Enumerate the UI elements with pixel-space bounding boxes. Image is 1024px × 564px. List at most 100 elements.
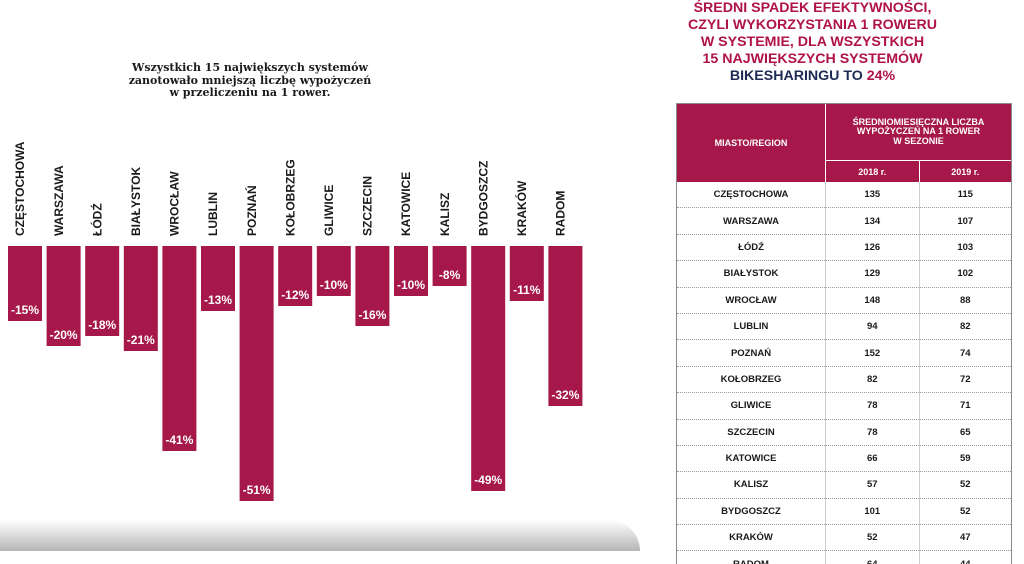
table-cell-2018: 78	[825, 419, 920, 446]
table-cell-city: WROCŁAW	[677, 287, 826, 314]
bar	[162, 246, 197, 451]
bar	[46, 246, 81, 346]
table-row: WROCŁAW 148 88	[677, 287, 1011, 314]
table-cell-city: SZCZECIN	[677, 419, 826, 446]
table-cell-city: ŁÓDŹ	[677, 234, 826, 262]
table-cell-2018: 66	[825, 445, 920, 473]
category-label: BYDGOSZCZ	[476, 161, 490, 236]
table-cell-2019: 59	[918, 445, 1011, 473]
table-cell-city: KRAKÓW	[677, 524, 826, 552]
table-cell-city: KALISZ	[677, 471, 826, 499]
bar	[278, 246, 313, 306]
page-shadow	[0, 520, 640, 551]
heading-text: BIKESHARINGU TO	[729, 68, 863, 84]
table-cell-2018: 148	[825, 287, 920, 314]
table-cell-2018: 94	[825, 313, 920, 341]
bar	[239, 246, 274, 501]
bar	[8, 246, 42, 321]
bar	[355, 246, 390, 326]
table-row: LUBLIN 94 82	[677, 313, 1011, 341]
table-row: KATOWICE 66 59	[677, 445, 1011, 473]
data-label: -21%	[127, 333, 155, 347]
bar	[432, 246, 467, 286]
table-cell-2019: 88	[918, 287, 1011, 314]
table-row: WARSZAWA 134 107	[677, 207, 1011, 235]
table-cell-city: BIAŁYSTOK	[677, 260, 826, 288]
heading-line: ŚREDNI SPADEK EFEKTYWNOŚCI,	[693, 0, 932, 16]
category-label: KATOWICE	[399, 172, 413, 236]
heading-percent: 24%	[866, 68, 896, 84]
data-label: -10%	[397, 278, 425, 292]
table-row: BYDGOSZCZ 101 52	[677, 498, 1011, 526]
data-label: -20%	[50, 328, 78, 342]
category-label: RADOM	[554, 191, 568, 236]
category-label: GLIWICE	[322, 185, 336, 236]
table-cell-2018: 52	[825, 524, 920, 552]
rentals-table: MIASTO/REGION ŚREDNIOMIESIĘCZNA LICZBA W…	[676, 103, 1012, 564]
column-header-region: MIASTO/REGION	[677, 104, 826, 182]
bar	[85, 246, 120, 336]
table-row: BIAŁYSTOK 129 102	[677, 260, 1011, 288]
table-cell-2018: 101	[825, 498, 920, 526]
heading-line: CZYLI WYKORZYSTANIA 1 ROWERU	[687, 17, 938, 33]
category-label: KOŁOBRZEG	[283, 159, 297, 236]
table-cell-2019: 107	[918, 207, 1011, 235]
table-cell-2018: 152	[825, 339, 920, 367]
bar	[471, 246, 506, 491]
table-row: KRAKÓW 52 47	[677, 524, 1011, 552]
table-row: GLIWICE 78 71	[677, 392, 1011, 420]
table-cell-2019: 102	[918, 260, 1011, 288]
table-cell-2019: 103	[918, 234, 1011, 262]
category-label: KRAKÓW	[514, 180, 529, 236]
bar	[316, 246, 351, 296]
data-label: -51%	[243, 483, 271, 497]
data-label: -32%	[551, 388, 579, 402]
category-label: WARSZAWA	[52, 165, 66, 236]
data-label: -8%	[439, 268, 461, 282]
table-cell-city: GLIWICE	[677, 392, 826, 420]
table-cell-2019: 72	[918, 366, 1011, 394]
table-row: KALISZ 57 52	[677, 471, 1011, 499]
table-cell-2019: 115	[918, 182, 1011, 209]
chart-caption: Wszystkich 15 największych systemów zano…	[100, 61, 400, 100]
bar	[394, 246, 428, 296]
column-header-rentals: ŚREDNIOMIESIĘCZNA LICZBA WYPOŻYCZEŃ NA 1…	[825, 104, 1011, 161]
category-label: KALISZ	[438, 193, 452, 236]
table-cell-2018: 57	[825, 471, 920, 499]
category-label: WROCŁAW	[168, 171, 182, 236]
bar-chart: CZĘSTOCHOWA -15% WARSZAWA -20% ŁÓDŹ -18% BIAŁY…	[8, 141, 583, 501]
table-cell-2019: 65	[918, 419, 1011, 446]
column-header-line: W SEZONIE	[893, 135, 944, 146]
table-cell-city: WARSZAWA	[677, 207, 826, 235]
table-cell-2019: 74	[918, 339, 1011, 367]
category-label: ŁÓDŹ	[89, 203, 104, 236]
heading-line: BIKESHARINGU TO 24%	[640, 68, 985, 85]
summary-heading: ŚREDNI SPADEK EFEKTYWNOŚCI, CZYLI WYKORZ…	[640, 0, 985, 85]
table-row: CZĘSTOCHOWA 135 115	[677, 182, 1011, 209]
data-label: -16%	[358, 308, 386, 322]
table-cell-2018: 129	[825, 260, 920, 288]
data-label: -11%	[513, 283, 541, 297]
category-label: SZCZECIN	[361, 176, 375, 236]
table-cell-2018: 82	[825, 366, 920, 394]
column-header-2019: 2019 r.	[918, 160, 1011, 182]
table-cell-city: BYDGOSZCZ	[677, 498, 826, 526]
bar	[201, 246, 235, 311]
table-cell-2019: 47	[918, 524, 1011, 552]
data-label: -18%	[88, 318, 116, 332]
caption-line: Wszystkich 15 największych systemów	[132, 61, 368, 74]
data-label: -13%	[204, 293, 232, 307]
table-cell-2018: 78	[825, 392, 920, 420]
table-cell-city: RADOM	[677, 550, 826, 564]
table-row: SZCZECIN 78 65	[677, 419, 1011, 446]
table-cell-2018: 135	[825, 182, 920, 209]
category-label: POZNAŃ	[244, 185, 259, 236]
table-cell-2019: 44	[918, 550, 1011, 564]
caption-line: w przeliczeniu na 1 rower.	[169, 86, 331, 99]
bar	[548, 246, 583, 406]
heading-line: 15 NAJWIĘKSZYCH SYSTEMÓW	[702, 51, 923, 67]
table-cell-2018: 134	[825, 207, 920, 235]
table-row: POZNAŃ 152 74	[677, 339, 1011, 367]
category-label: BIAŁYSTOK	[129, 167, 143, 236]
table-cell-2019: 52	[918, 498, 1011, 526]
